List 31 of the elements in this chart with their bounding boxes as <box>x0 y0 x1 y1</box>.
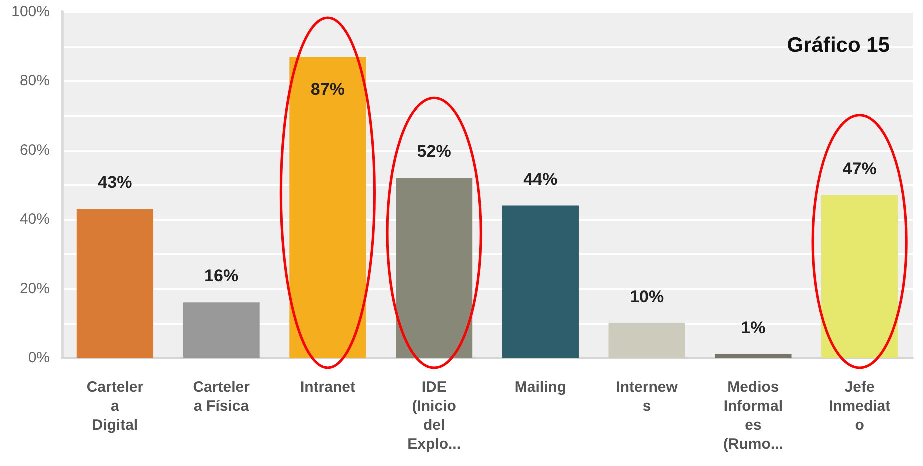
bar <box>715 354 792 358</box>
data-label: 10% <box>630 287 664 306</box>
bar <box>183 302 260 358</box>
data-label: 1% <box>741 318 766 338</box>
y-tick-label: 80% <box>20 72 50 90</box>
x-tick-label: Carteler a Física <box>193 379 250 415</box>
x-tick-label: Carteler a Digital <box>86 379 144 434</box>
data-label: 87% <box>310 80 345 99</box>
data-label: 44% <box>524 170 558 189</box>
bar <box>822 195 898 358</box>
text: Gráfico 15 <box>787 34 890 57</box>
bar <box>290 56 366 358</box>
x-tick-label: IDE (Inicio del Explo... <box>408 379 461 453</box>
data-label: 16% <box>204 266 239 286</box>
y-tick-label: 20% <box>20 280 50 298</box>
x-tick-label: Medios Informal es (Rumo... <box>723 379 784 453</box>
y-tick-label: 100% <box>12 4 50 20</box>
x-tick-label: Internew s <box>616 379 678 415</box>
x-tick-label: Intranet <box>300 379 356 396</box>
bar <box>76 209 154 358</box>
y-tick-label: 0% <box>28 350 50 366</box>
y-tick-label: 60% <box>20 142 50 159</box>
x-tick-label: Mailing <box>514 379 567 396</box>
bar <box>396 178 473 358</box>
bar <box>502 206 579 358</box>
data-label: 43% <box>98 173 132 192</box>
data-label: 52% <box>417 142 452 162</box>
y-tick-label: 40% <box>20 211 50 228</box>
bar <box>608 323 686 358</box>
data-label: 47% <box>842 159 877 178</box>
x-tick-label: Jefe Inmediat o <box>828 379 891 434</box>
